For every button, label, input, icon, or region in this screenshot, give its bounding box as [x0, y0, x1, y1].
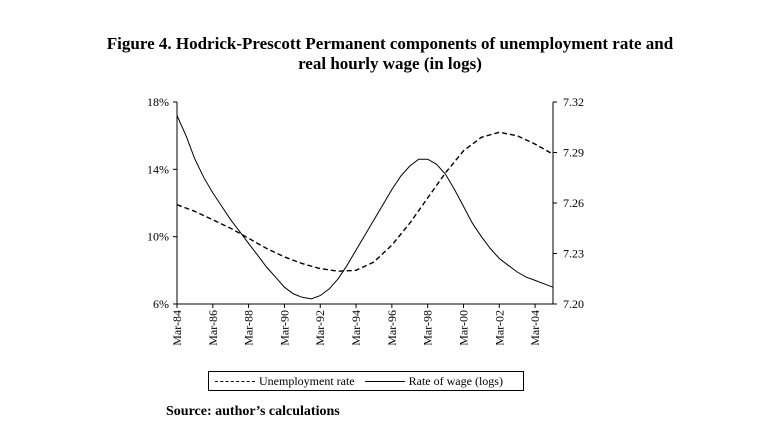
chart-title: Figure 4. Hodrick-Prescott Permanent com… [0, 34, 780, 74]
right-y-tick-label: 7.23 [563, 247, 584, 261]
x-tick-label: Mar-04 [528, 310, 542, 346]
x-tick-label: Mar-94 [349, 310, 363, 346]
left-y-tick-label: 18% [147, 95, 169, 109]
right-y-tick-label: 7.20 [563, 297, 584, 311]
legend-dashed-line-swatch [215, 380, 255, 382]
x-tick-label: Mar-98 [421, 310, 435, 346]
chart-legend: Unemployment rate Rate of wage (logs) [208, 371, 524, 391]
chart-title-line-1: Figure 4. Hodrick-Prescott Permanent com… [106, 34, 674, 53]
legend-label-unemployment: Unemployment rate [259, 373, 355, 388]
x-tick-label: Mar-86 [206, 310, 220, 346]
left-y-tick-label: 6% [153, 297, 169, 311]
right-y-tick-label: 7.32 [563, 95, 584, 109]
wage-series-line [176, 115, 554, 300]
x-tick-label: Mar-88 [242, 310, 256, 346]
unemployment-series-line [176, 131, 554, 272]
legend-solid-line-swatch [364, 380, 405, 382]
x-tick-label: Mar-92 [313, 310, 327, 346]
chart-series [176, 115, 554, 300]
x-tick-label: Mar-90 [277, 310, 291, 346]
x-tick-label: Mar-02 [492, 310, 506, 346]
right-y-tick-label: 7.29 [563, 146, 584, 160]
right-y-tick-label: 7.26 [563, 196, 584, 210]
x-tick-label: Mar-00 [456, 310, 470, 346]
left-y-tick-label: 10% [147, 230, 169, 244]
left-y-tick-label: 14% [147, 162, 169, 176]
chart-source-note: Source: author’s calculations [166, 404, 340, 419]
x-tick-label: Mar-96 [385, 310, 399, 346]
legend-entry-unemployment: Unemployment rate [209, 374, 355, 389]
chart-axes: 6% 10% 14% 18% 7.20 7.23 7.26 7.29 7.32 Mar-84 Mar… [147, 95, 584, 346]
chart-title-line-2: real hourly wage (in logs) [298, 54, 482, 73]
x-tick-label: Mar-84 [170, 310, 184, 346]
legend-entry-wage: Rate of wage (logs) [355, 374, 503, 389]
legend-label-wage: Rate of wage (logs) [408, 373, 503, 388]
